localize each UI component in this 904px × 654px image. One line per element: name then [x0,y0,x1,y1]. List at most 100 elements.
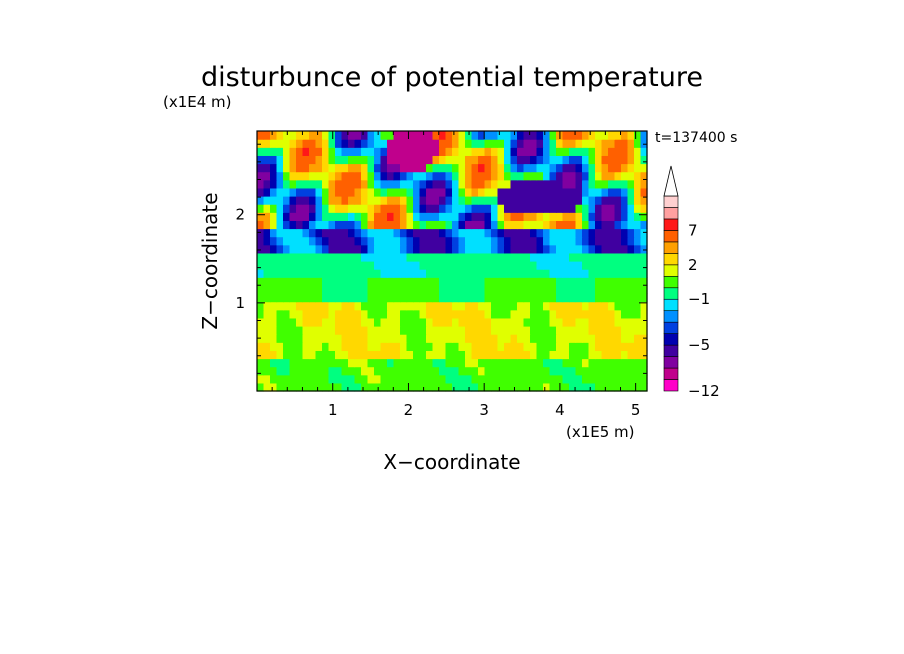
heatmap-cell [315,366,323,376]
heatmap-cell [588,358,596,368]
heatmap-cell [575,374,583,384]
heatmap-cell [400,334,408,343]
heatmap-cell [413,236,421,246]
heatmap-cell [627,382,635,392]
heatmap-cell [296,228,304,238]
heatmap-cell [556,155,564,165]
heatmap-cell [517,317,525,327]
heatmap-cell [504,366,512,376]
heatmap-cell [614,309,622,319]
x-tick-label: 4 [555,401,565,419]
heatmap-cell [263,196,271,205]
heatmap-cell [569,301,577,311]
heatmap-cell [497,309,505,319]
heatmap-cell [523,261,531,270]
heatmap-cell [393,382,401,392]
heatmap-cell [322,277,330,286]
heatmap-cell [530,309,538,319]
heatmap-cell [556,309,564,319]
heatmap-cell [608,244,616,254]
heatmap-cell [484,187,492,197]
heatmap-cell [426,293,434,303]
heatmap-cell [478,293,486,303]
heatmap-cell [478,382,486,392]
heatmap-cell [354,228,362,238]
heatmap-cell [627,147,635,156]
heatmap-cell [302,220,310,230]
heatmap-cell [263,326,271,335]
heatmap-cell [458,301,466,311]
heatmap-cell [445,277,453,286]
heatmap-cell [471,317,479,327]
heatmap-cell [322,220,330,230]
heatmap-cell [283,236,291,246]
heatmap-cell [575,261,583,270]
heatmap-cell [562,204,570,213]
heatmap-cell [478,171,486,181]
heatmap-cell [309,147,317,156]
heatmap-cell [309,366,317,376]
heatmap-cell [309,196,317,205]
heatmap-cell [426,261,434,270]
heatmap-cell [452,171,460,181]
heatmap-cell [530,196,538,205]
heatmap-cell [601,131,609,140]
heatmap-cell [309,171,317,181]
heatmap-cell [536,147,544,156]
heatmap-cell [257,212,265,221]
heatmap-cell [634,179,642,189]
heatmap-cell [315,220,323,230]
heatmap-cell [452,179,460,189]
heatmap-cell [491,147,499,156]
heatmap-cell [458,334,466,343]
heatmap-cell [380,277,388,286]
heatmap-cell [393,187,401,197]
heatmap-cell [354,139,362,148]
heatmap-cell [523,309,531,319]
heatmap-cell [608,220,616,230]
heatmap-cell [627,131,635,140]
heatmap-cell [465,155,473,165]
heatmap-cell [634,326,642,335]
heatmap-cell [640,358,648,368]
heatmap-cell [523,171,531,181]
heatmap-cell [582,228,590,238]
heatmap-cell [374,342,382,351]
heatmap-cell [614,212,622,221]
heatmap-cell [465,269,473,278]
heatmap-cell [419,196,427,205]
heatmap-cell [354,326,362,335]
heatmap-cell [510,301,518,311]
heatmap-cell [309,317,317,327]
heatmap-cell [530,244,538,254]
heatmap-cell [497,236,505,246]
heatmap-cell [608,179,616,189]
heatmap-cell [510,196,518,205]
heatmap-cell [348,228,356,238]
heatmap-cell [523,244,531,254]
heatmap-cell [569,139,577,148]
heatmap-cell [374,269,382,278]
heatmap-cell [302,252,310,262]
heatmap-cell [549,155,557,165]
heatmap-cell [543,220,551,230]
heatmap-cell [595,334,603,343]
heatmap-cell [523,220,531,230]
heatmap-cell [354,382,362,392]
heatmap-cell [549,334,557,343]
heatmap-cell [458,350,466,360]
heatmap-cell [309,187,317,197]
heatmap-cell [582,350,590,360]
heatmap-cell [263,350,271,360]
heatmap-cell [263,212,271,221]
heatmap-cell [452,244,460,254]
heatmap-cell [556,204,564,213]
heatmap-cell [393,293,401,303]
heatmap-cell [426,366,434,376]
heatmap-cell [445,301,453,311]
heatmap-cell [595,285,603,295]
heatmap-cell [263,171,271,181]
heatmap-cell [315,252,323,262]
heatmap-cell [621,374,629,384]
heatmap-cell [517,220,525,230]
